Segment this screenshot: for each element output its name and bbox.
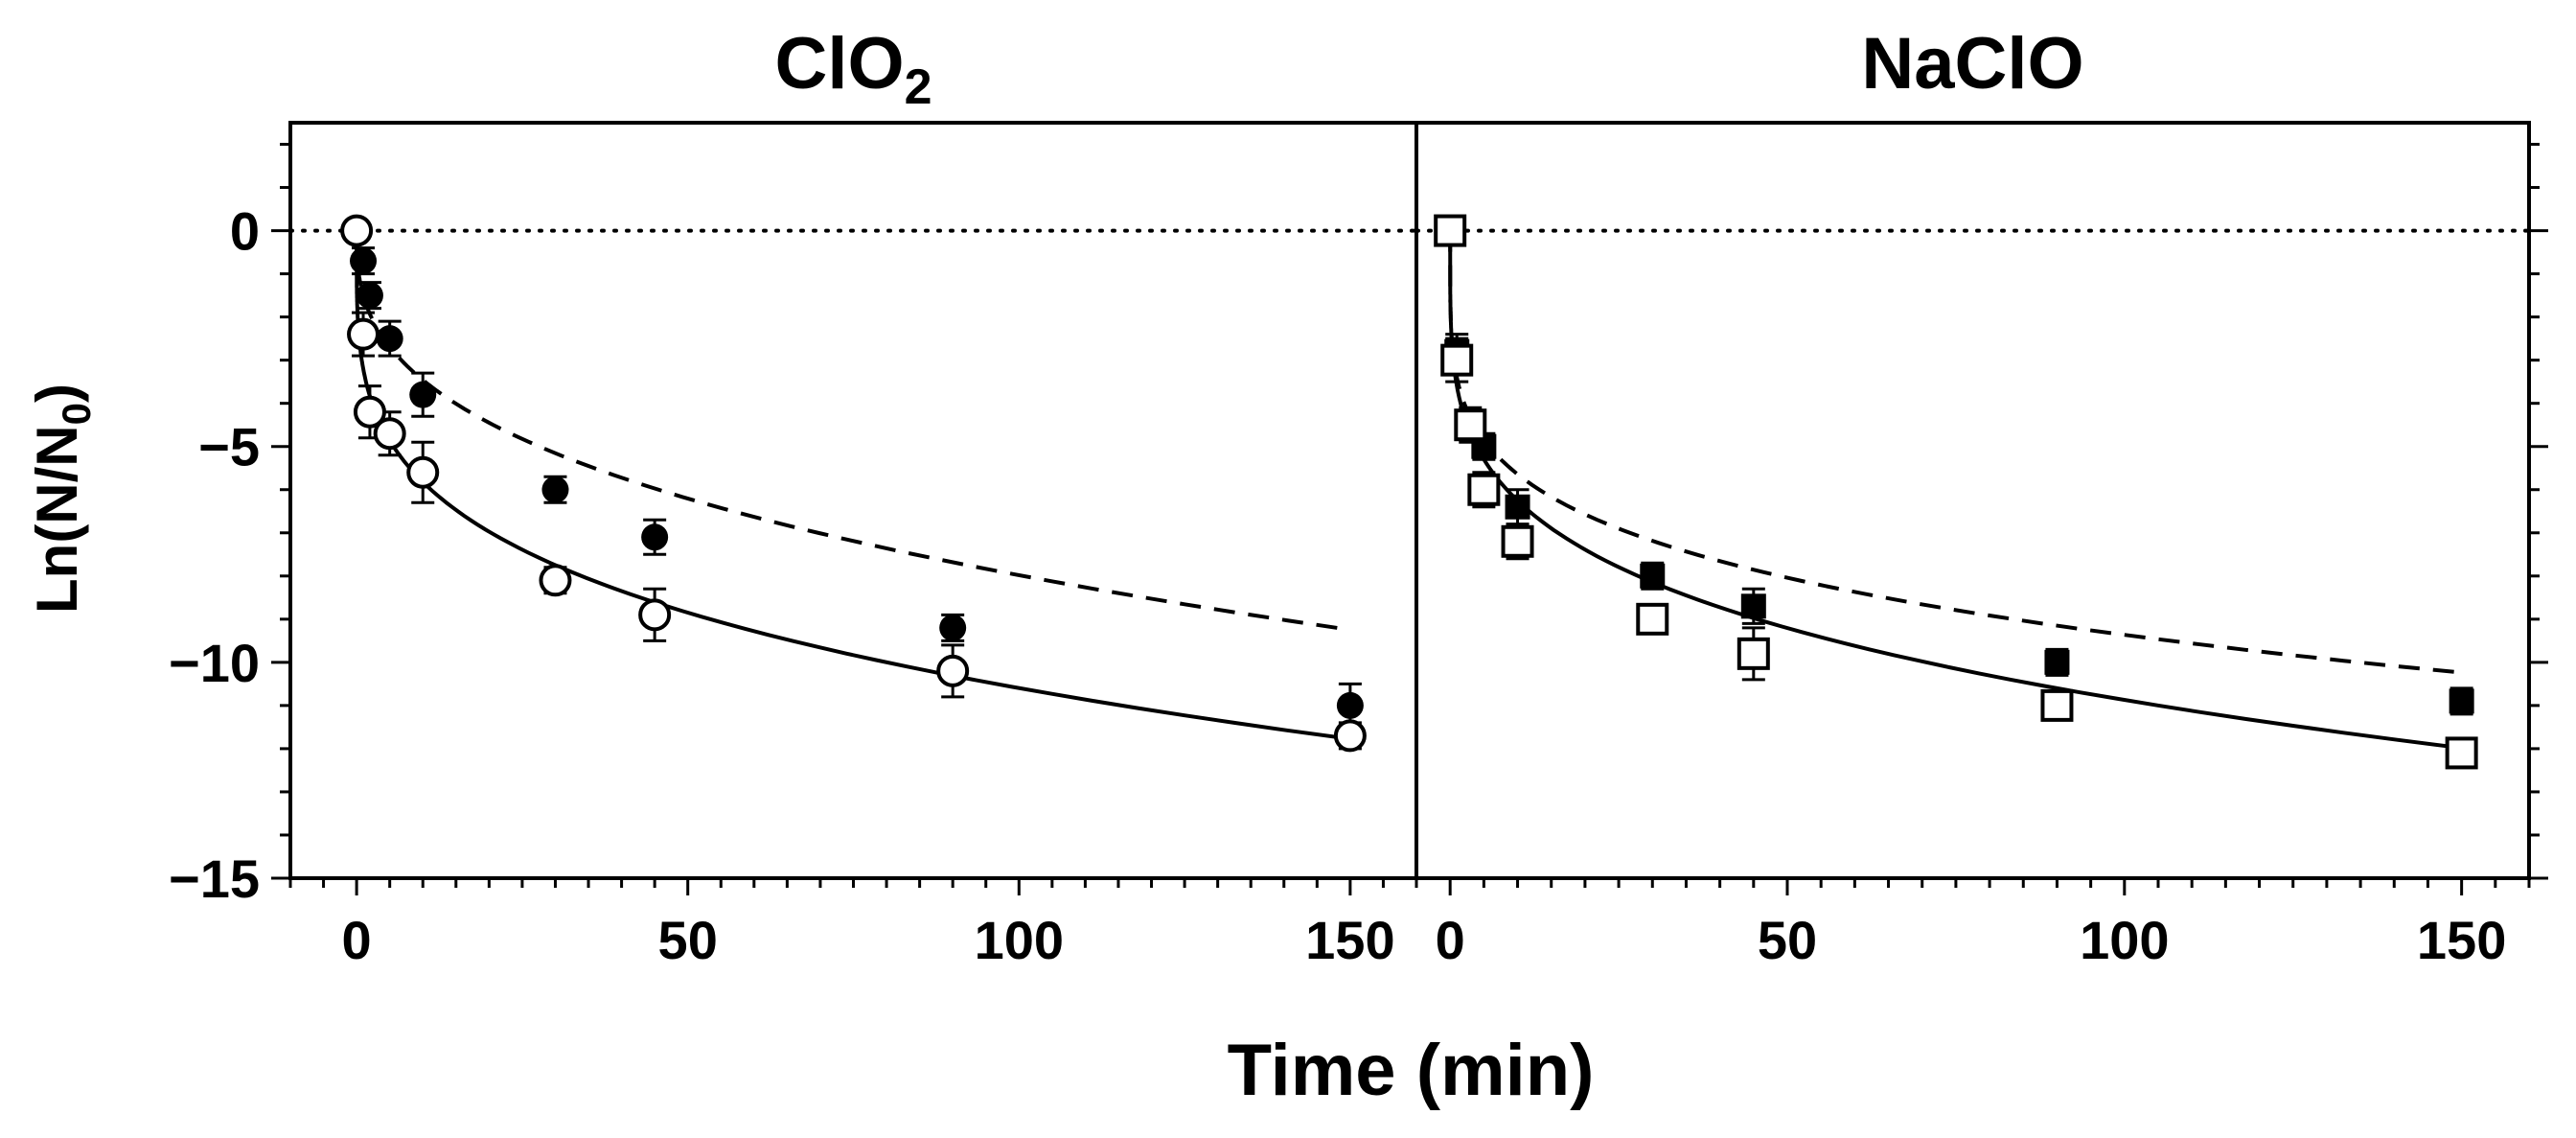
data-point-filled-circle <box>641 523 669 551</box>
solid-fit-line <box>355 230 1351 741</box>
y-axis-label-main: Ln(N/N <box>25 425 89 614</box>
data-point-filled-circle <box>541 476 569 503</box>
x-axis-label: Time (min) <box>1228 1030 1595 1111</box>
data-point-open-square <box>1636 602 1669 636</box>
x-tick-label: 50 <box>1758 910 1817 970</box>
panel-clo2: ClO2 0 50 100 150 0 −5 −10 −15 <box>169 23 1418 970</box>
data-point-filled-square <box>1640 563 1666 589</box>
panel-title-main: ClO <box>774 23 904 105</box>
data-point-filled-circle <box>350 247 378 275</box>
data-point-open-square <box>1440 343 1474 377</box>
data-point-filled-circle <box>939 614 967 641</box>
panel-title-sub: 2 <box>905 59 932 115</box>
data-point-open-square <box>1454 408 1487 442</box>
data-point-filled-circle <box>356 282 383 310</box>
y-axis-label-close: ) <box>25 383 89 403</box>
data-point-open-circle <box>353 395 386 429</box>
data-point-filled-square <box>1505 494 1530 520</box>
dashed-fit-line <box>1448 230 2462 675</box>
plot-frame <box>288 121 1418 880</box>
data-point-filled-circle <box>1336 691 1364 719</box>
panel-title: ClO2 <box>774 23 932 115</box>
data-point-filled-square <box>1740 593 1766 619</box>
data-point-filled-circle <box>409 381 437 408</box>
y-tick-label: −15 <box>169 848 260 909</box>
data-point-open-circle <box>936 654 970 687</box>
x-tick-label: 0 <box>342 910 372 970</box>
data-point-open-square <box>1501 524 1534 558</box>
data-point-filled-square <box>2044 649 2070 675</box>
plot-frame <box>1414 121 2531 880</box>
data-point-open-circle <box>638 598 672 632</box>
y-axis-label: Ln(N/N0) <box>25 383 99 614</box>
dashed-fit-line <box>355 230 1351 632</box>
x-tick-label: 50 <box>658 910 718 970</box>
data-point-filled-circle <box>376 325 403 353</box>
y-axis-label-sub: 0 <box>54 403 99 425</box>
y-tick-label: −10 <box>169 633 260 693</box>
data-point-open-square <box>2445 736 2478 770</box>
data-point-open-circle <box>1333 719 1367 753</box>
panel-title: NaClO <box>1861 23 2083 105</box>
y-tick-label: 0 <box>230 201 260 262</box>
data-point-open-square <box>1467 473 1501 506</box>
x-tick-label: 150 <box>2417 910 2506 970</box>
panel-naclo: NaClO 0 50 100 150 <box>1414 23 2548 970</box>
x-tick-label: 150 <box>1305 910 1394 970</box>
x-tick-label: 0 <box>1436 910 1465 970</box>
x-tick-label: 100 <box>975 910 1064 970</box>
data-point-open-square <box>2040 688 2074 722</box>
data-point-open-circle <box>347 317 380 351</box>
x-tick-label: 100 <box>2080 910 2169 970</box>
y-tick-label: −5 <box>198 417 260 477</box>
panel-title-main: NaClO <box>1861 23 2083 105</box>
solid-fit-line <box>1448 230 2462 751</box>
data-point-open-circle <box>539 564 572 597</box>
data-point-filled-square <box>2449 688 2474 714</box>
data-point-open-circle <box>373 417 406 451</box>
data-point-open-square <box>1736 637 1770 670</box>
data-point-open-square <box>1434 214 1467 247</box>
data-point-open-circle <box>406 455 440 489</box>
data-point-open-circle <box>340 214 374 247</box>
